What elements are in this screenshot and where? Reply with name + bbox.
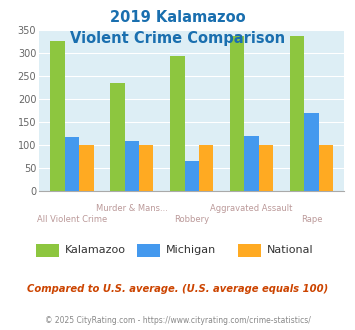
Text: Michigan: Michigan <box>166 246 217 255</box>
Bar <box>65 137 79 191</box>
Bar <box>139 145 153 191</box>
Bar <box>50 41 65 191</box>
Text: Rape: Rape <box>301 214 322 223</box>
Bar <box>304 113 318 191</box>
Bar <box>170 56 185 191</box>
Bar <box>230 36 244 191</box>
Text: Kalamazoo: Kalamazoo <box>65 246 126 255</box>
Text: Murder & Mans...: Murder & Mans... <box>96 204 168 213</box>
Text: All Violent Crime: All Violent Crime <box>37 214 107 223</box>
Bar <box>199 145 213 191</box>
Bar <box>318 145 333 191</box>
Bar <box>259 145 273 191</box>
Bar <box>185 161 199 191</box>
Bar <box>110 83 125 191</box>
Text: Violent Crime Comparison: Violent Crime Comparison <box>70 31 285 46</box>
Bar <box>290 36 304 191</box>
Text: Robbery: Robbery <box>174 214 209 223</box>
Text: © 2025 CityRating.com - https://www.cityrating.com/crime-statistics/: © 2025 CityRating.com - https://www.city… <box>45 316 310 325</box>
Bar <box>79 145 93 191</box>
Text: Compared to U.S. average. (U.S. average equals 100): Compared to U.S. average. (U.S. average … <box>27 284 328 294</box>
Text: Aggravated Assault: Aggravated Assault <box>211 204 293 213</box>
Bar <box>244 136 259 191</box>
Text: National: National <box>267 246 314 255</box>
Text: 2019 Kalamazoo: 2019 Kalamazoo <box>110 10 245 25</box>
Bar <box>125 141 139 191</box>
